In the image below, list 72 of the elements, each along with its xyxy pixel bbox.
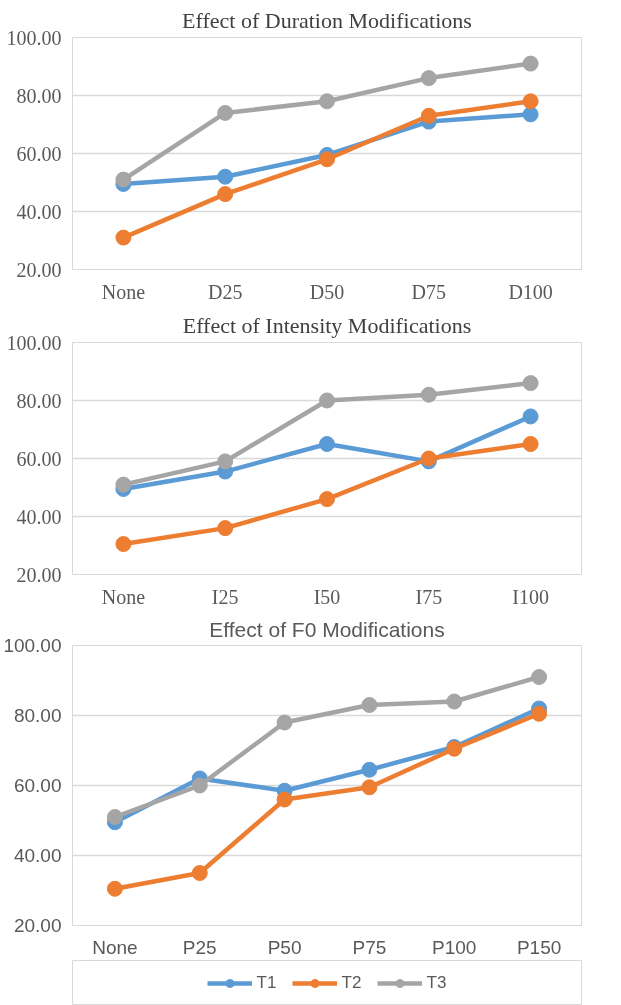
y-tick-label: 100.00 bbox=[6, 26, 62, 49]
legend-label: T1 bbox=[256, 972, 277, 993]
point bbox=[191, 777, 208, 794]
y-tick-label: 100.00 bbox=[3, 635, 62, 656]
point bbox=[319, 491, 335, 508]
x-tick-label: D50 bbox=[309, 280, 345, 303]
point bbox=[361, 779, 378, 796]
point bbox=[522, 408, 539, 425]
point bbox=[276, 714, 293, 731]
point bbox=[531, 669, 548, 685]
legend-label: T2 bbox=[341, 972, 362, 993]
point bbox=[217, 168, 234, 185]
y-tick-label: 40.00 bbox=[16, 200, 62, 223]
legend-label: T3 bbox=[426, 972, 447, 993]
point bbox=[191, 865, 208, 881]
x-tick-label: P75 bbox=[352, 936, 387, 958]
x-tick-label: None bbox=[101, 280, 146, 303]
x-tick-label: I50 bbox=[313, 585, 341, 608]
y-tick-label: 20.00 bbox=[16, 258, 62, 281]
x-tick-label: D25 bbox=[207, 280, 243, 303]
x-tick-label: P150 bbox=[516, 936, 562, 958]
point bbox=[522, 106, 539, 123]
y-tick-label: 60.00 bbox=[13, 775, 62, 796]
x-tick-label: D75 bbox=[411, 280, 447, 303]
point bbox=[531, 705, 548, 722]
point bbox=[115, 476, 132, 493]
x-tick-label: I100 bbox=[512, 585, 549, 608]
y-tick-label: 100.00 bbox=[6, 331, 62, 354]
point bbox=[276, 791, 293, 808]
point bbox=[106, 809, 123, 825]
point bbox=[420, 70, 437, 87]
point bbox=[420, 107, 437, 124]
x-tick-label: D100 bbox=[508, 280, 553, 303]
chart-title: Effect of Duration Modifications bbox=[182, 7, 472, 33]
point bbox=[217, 520, 234, 537]
x-tick-label: I75 bbox=[415, 585, 443, 608]
point bbox=[420, 386, 437, 403]
chart-title: Effect of Intensity Modifications bbox=[182, 312, 472, 338]
y-tick-label: 20.00 bbox=[16, 563, 62, 586]
y-tick-label: 60.00 bbox=[16, 142, 62, 165]
y-tick-label: 80.00 bbox=[16, 84, 62, 107]
point bbox=[319, 392, 335, 409]
y-tick-label: 80.00 bbox=[13, 705, 62, 726]
x-tick-label: P25 bbox=[182, 936, 217, 958]
y-tick-label: 80.00 bbox=[16, 389, 62, 412]
y-tick-label: 60.00 bbox=[16, 447, 62, 470]
point bbox=[522, 375, 539, 392]
x-tick-label: None bbox=[92, 936, 138, 958]
x-tick-label: None bbox=[101, 585, 146, 608]
point bbox=[217, 453, 234, 470]
point bbox=[446, 693, 463, 710]
y-tick-label: 40.00 bbox=[16, 505, 62, 528]
chart-title: Effect of F0 Modifications bbox=[209, 617, 445, 641]
point bbox=[522, 55, 539, 72]
point bbox=[361, 761, 378, 778]
point bbox=[115, 171, 132, 188]
point bbox=[319, 436, 335, 452]
point bbox=[217, 186, 234, 203]
point bbox=[106, 880, 123, 897]
point bbox=[361, 697, 378, 713]
point bbox=[115, 536, 132, 553]
point bbox=[319, 151, 335, 168]
y-tick-label: 40.00 bbox=[13, 845, 62, 866]
point bbox=[319, 93, 335, 110]
y-tick-label: 20.00 bbox=[13, 915, 62, 936]
point bbox=[522, 93, 539, 110]
x-tick-label: P100 bbox=[432, 936, 477, 958]
point bbox=[115, 229, 132, 246]
point bbox=[217, 104, 234, 121]
x-tick-label: P50 bbox=[267, 936, 302, 958]
point bbox=[522, 436, 539, 452]
x-tick-label: I25 bbox=[211, 585, 239, 608]
